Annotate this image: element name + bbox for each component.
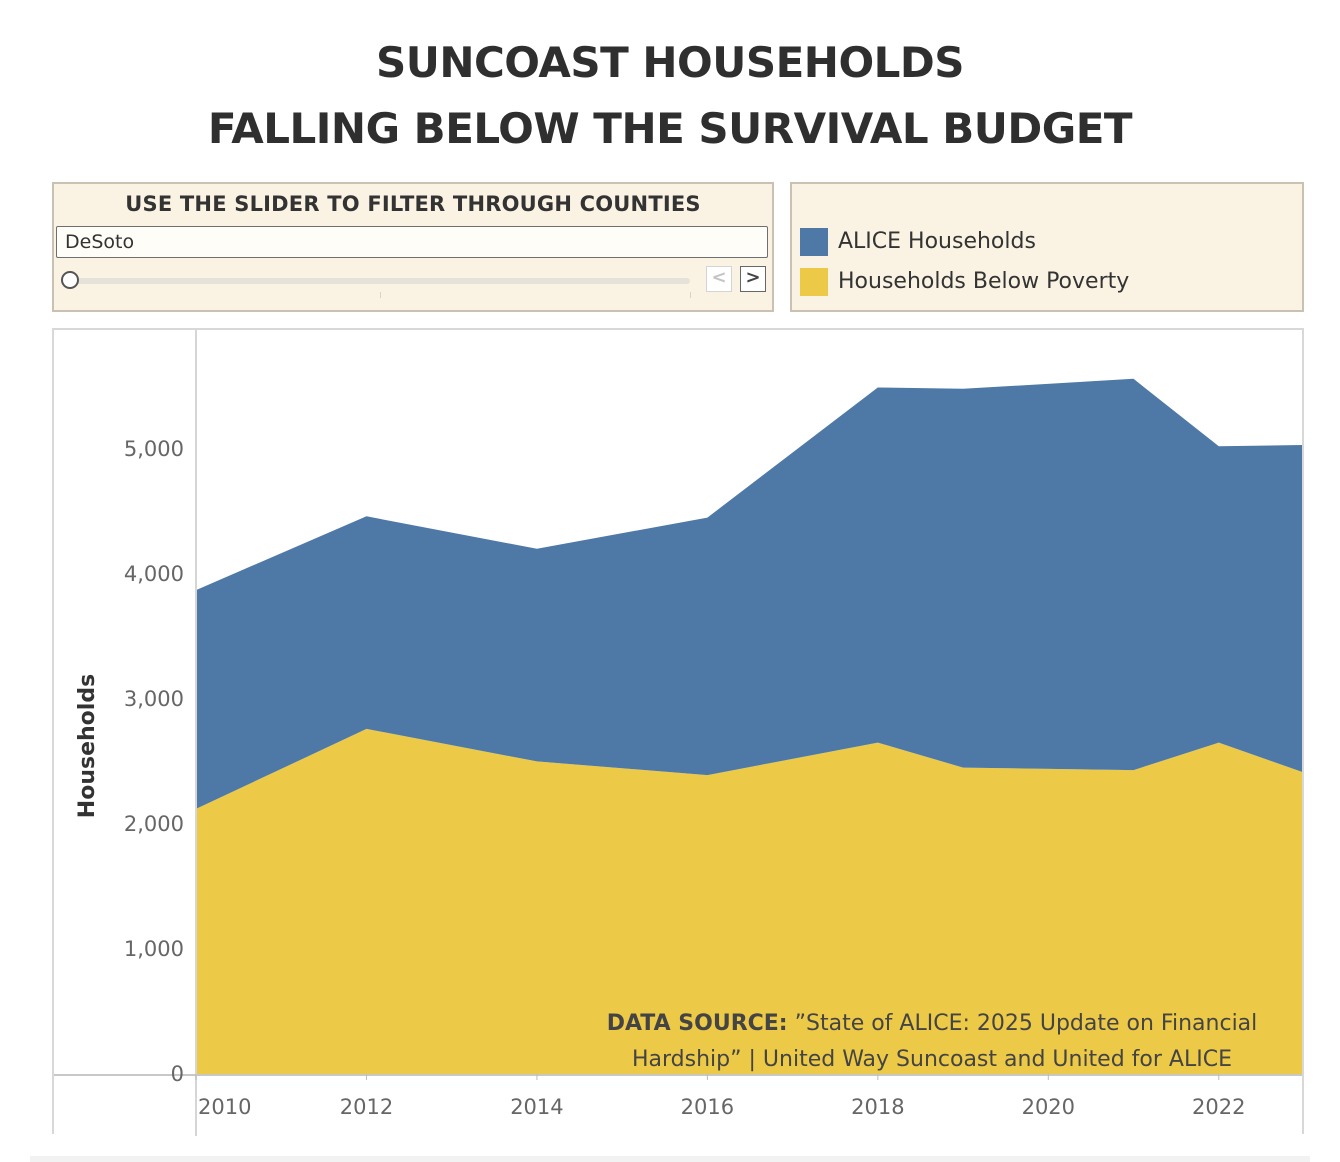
slider-tick (690, 292, 691, 298)
prev-county-button[interactable]: < (706, 266, 732, 292)
chart-title-line-1: SUNCOAST HOUSEHOLDS (375, 38, 965, 87)
x-tick-label: 2016 (681, 1095, 734, 1119)
y-tick-label: 1,000 (124, 937, 184, 961)
chevron-left-icon: < (711, 267, 727, 288)
y-axis-title: Households (75, 674, 100, 818)
county-filter-panel: USE THE SLIDER TO FILTER THROUGH COUNTIE… (52, 182, 774, 312)
chevron-right-icon: > (745, 267, 761, 288)
area-chart: 0 1,000 2,000 3,000 4,000 5,000 2010 2012 2014 20… (54, 330, 1302, 1136)
chart-title-line-2: FALLING BELOW THE SURVIVAL BUDGET (207, 104, 1133, 153)
county-value-box[interactable]: DeSoto (56, 226, 768, 258)
area-alice-households (196, 378, 1302, 809)
next-county-button[interactable]: > (740, 266, 766, 292)
x-tick-label: 2022 (1192, 1095, 1245, 1119)
x-tick-label: 2012 (340, 1095, 393, 1119)
chart-frame: 0 1,000 2,000 3,000 4,000 5,000 2010 2012 2014 20… (52, 328, 1304, 1136)
x-tick-label: 2010 (198, 1095, 251, 1119)
county-slider-thumb[interactable] (61, 271, 79, 289)
slider-tick (380, 292, 381, 298)
y-tick-label: 4,000 (124, 562, 184, 586)
legend-swatch-alice (800, 228, 828, 256)
bottom-divider (30, 1156, 1310, 1162)
legend-label-poverty: Households Below Poverty (838, 269, 1130, 294)
data-source-label: DATA SOURCE: (607, 1011, 788, 1036)
legend-panel: ALICE Households Households Below Povert… (790, 182, 1304, 312)
data-source-text: ”State of ALICE: 2025 Update on Financia… (788, 1011, 1258, 1036)
data-source-line-2: Hardship” | United Way Suncoast and Unit… (632, 1047, 1232, 1072)
x-tick-label: 2020 (1022, 1095, 1075, 1119)
x-tick-label: 2014 (510, 1095, 563, 1119)
x-tick-label: 2018 (851, 1095, 904, 1119)
county-slider-track[interactable] (66, 278, 690, 284)
filter-caption: USE THE SLIDER TO FILTER THROUGH COUNTIE… (125, 192, 701, 216)
y-tick-label: 3,000 (124, 687, 184, 711)
y-tick-label: 5,000 (124, 437, 184, 461)
area-households-below-poverty (196, 728, 1302, 1074)
data-source-line-1: DATA SOURCE: ”State of ALICE: 2025 Updat… (607, 1011, 1258, 1036)
legend-label-alice: ALICE Households (838, 229, 1036, 254)
y-tick-label: 0 (171, 1062, 184, 1086)
legend-swatch-poverty (800, 268, 828, 296)
y-tick-label: 2,000 (124, 812, 184, 836)
